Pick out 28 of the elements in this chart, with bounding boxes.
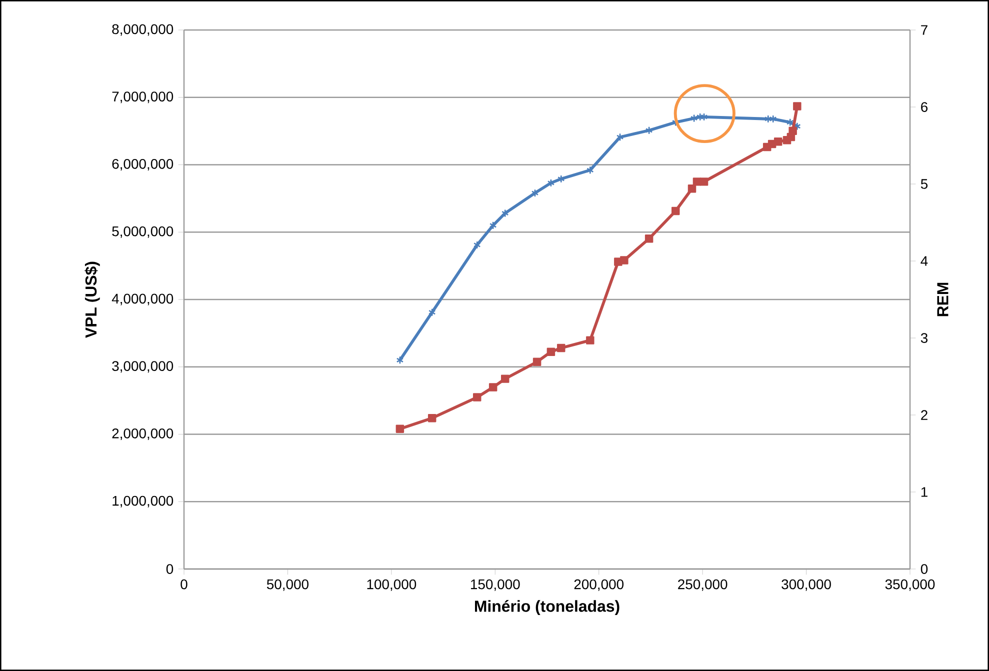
x-tick-label: 150,000: [471, 579, 520, 591]
y2-tick-label: 6: [921, 102, 928, 112]
y2-tick-label: 5: [920, 179, 928, 189]
y2-tick-label: 7: [921, 25, 928, 35]
y-axis-title: VPL (US$): [84, 262, 100, 338]
y-tick-label: 7,000,000: [112, 92, 174, 104]
x-tick-label: 100,000: [367, 579, 416, 591]
x-tick-label: 250,000: [678, 579, 728, 591]
y-tick-label: 3,000,000: [112, 361, 174, 373]
x-tick-label: 200,000: [574, 579, 624, 591]
y-tick-label: 4,000,000: [112, 294, 174, 306]
y-tick-label: 1,000,000: [112, 496, 174, 508]
y2-tick-label: 1: [921, 487, 928, 497]
y2-axis-title: REM: [937, 282, 948, 316]
y-tick-label: 8,000,000: [112, 24, 174, 36]
x-tick-label: 0: [180, 579, 188, 590]
y-tick-label: 5,000,000: [112, 226, 174, 238]
x-tick-label: 50,000: [266, 579, 308, 591]
y2-tick-label: 2: [921, 410, 928, 420]
y2-tick-label: 4: [920, 256, 928, 266]
y-tick-label: 6,000,000: [112, 158, 174, 171]
x-tick-label: 300,000: [782, 579, 831, 591]
x-axis-title: Minério (toneladas): [475, 600, 620, 616]
y2-tick-label: 0: [920, 564, 928, 574]
y-tick-label: 2,000,000: [112, 428, 174, 440]
x-tick-label: 350,000: [885, 579, 935, 591]
y2-tick-label: 3: [920, 333, 928, 343]
y-tick-label: 0: [166, 564, 174, 574]
